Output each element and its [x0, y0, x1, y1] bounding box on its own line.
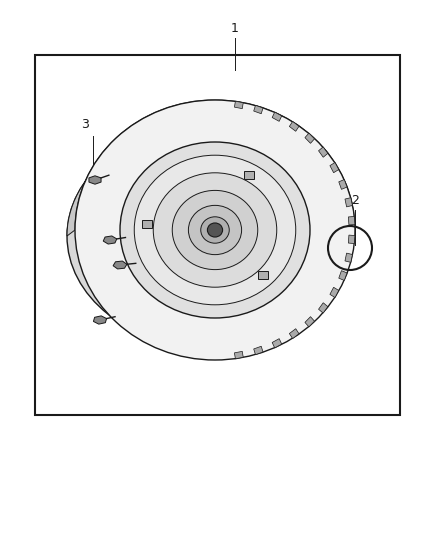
Polygon shape — [305, 133, 314, 143]
Bar — [35, 55, 400, 415]
Polygon shape — [318, 147, 328, 157]
Bar — [142, 221, 152, 229]
Text: 3: 3 — [81, 118, 89, 132]
Ellipse shape — [153, 173, 277, 287]
Polygon shape — [290, 122, 299, 131]
Ellipse shape — [134, 155, 296, 305]
Polygon shape — [318, 303, 328, 313]
Polygon shape — [348, 235, 355, 244]
Ellipse shape — [67, 125, 347, 346]
Polygon shape — [290, 329, 299, 338]
Ellipse shape — [208, 223, 223, 237]
Polygon shape — [339, 271, 347, 280]
Polygon shape — [89, 176, 101, 184]
Polygon shape — [339, 180, 347, 189]
Ellipse shape — [75, 100, 355, 360]
Polygon shape — [254, 106, 263, 114]
Ellipse shape — [188, 205, 242, 255]
Ellipse shape — [201, 217, 229, 243]
Polygon shape — [345, 253, 353, 262]
Polygon shape — [345, 198, 353, 207]
Polygon shape — [305, 317, 314, 327]
Bar — [258, 271, 268, 279]
Polygon shape — [113, 261, 127, 269]
Ellipse shape — [172, 190, 258, 270]
Polygon shape — [93, 316, 106, 324]
Bar — [244, 171, 254, 179]
Polygon shape — [272, 338, 282, 348]
Polygon shape — [330, 287, 339, 297]
Text: 1: 1 — [231, 21, 239, 35]
Polygon shape — [348, 216, 355, 225]
Polygon shape — [234, 101, 243, 109]
Polygon shape — [103, 236, 117, 244]
Polygon shape — [67, 100, 355, 236]
Polygon shape — [234, 351, 243, 359]
Text: 2: 2 — [351, 193, 359, 206]
Polygon shape — [330, 163, 339, 173]
Ellipse shape — [120, 142, 310, 318]
Polygon shape — [254, 346, 263, 354]
Polygon shape — [272, 112, 282, 122]
